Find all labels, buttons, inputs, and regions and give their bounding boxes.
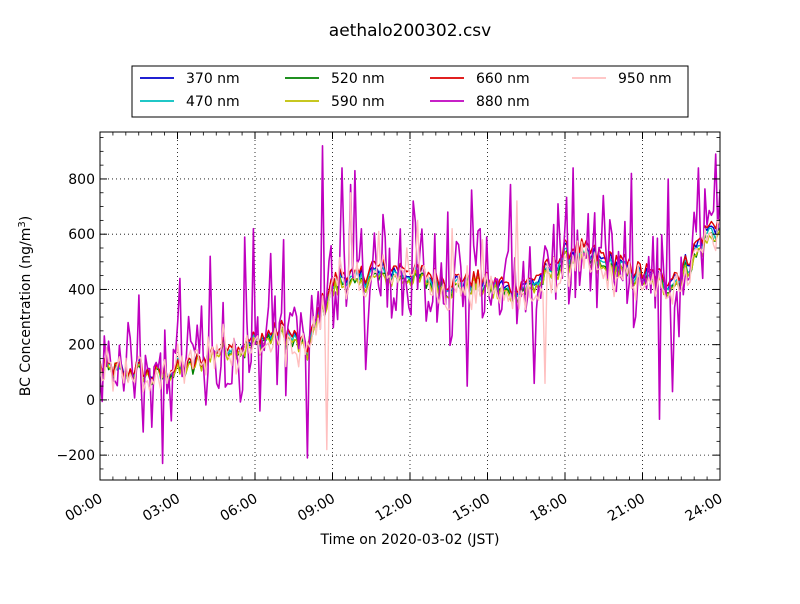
x-tick-label: 12:00 [373, 491, 416, 525]
x-tick-label: 06:00 [218, 491, 261, 525]
plot-area: 00:00 03:00 06:00 09:00 12:00 15:00 18:00 21:00… [57, 131, 726, 525]
legend-label-370-nm: 370 nm [186, 71, 240, 87]
y-tick-label: 600 [68, 227, 95, 243]
x-tick-label: 15:00 [450, 491, 493, 525]
legend: 370 nm 470 nm 520 nm 590 nm 660 nm 880 nm 950 … [131, 65, 689, 118]
ticks: 00:00 03:00 06:00 09:00 12:00 15:00 18:00 21:00… [57, 132, 726, 525]
y-axis-label-main: BC Concentration (ng/m [18, 228, 34, 397]
y-tick-label: 400 [68, 282, 95, 298]
x-axis-label: Time on 2020-03-02 (JST) [320, 532, 500, 548]
x-tick-label: 03:00 [140, 491, 183, 525]
series-line-950-nm [100, 192, 720, 451]
legend-label-950-nm: 950 nm [618, 71, 672, 87]
x-tick-label: 21:00 [605, 491, 648, 525]
x-tick-label: 00:00 [63, 491, 106, 525]
series-layer [100, 145, 720, 465]
legend-label-470-nm: 470 nm [186, 94, 240, 110]
grid [100, 132, 720, 480]
y-axis-label: BC Concentration (ng/m3) [17, 216, 34, 397]
legend-label-660-nm: 660 nm [476, 71, 530, 87]
x-tick-label: 18:00 [528, 491, 571, 525]
y-tick-label: 0 [86, 393, 95, 409]
chart-title: aethalo200302.csv [329, 21, 491, 41]
x-tick-label: 09:00 [295, 491, 338, 525]
series-line-880-nm [100, 145, 720, 465]
legend-box [131, 65, 689, 118]
y-tick-label: 200 [68, 338, 95, 354]
legend-label-590-nm: 590 nm [331, 94, 385, 110]
y-tick-label: 800 [68, 172, 95, 188]
legend-label-520-nm: 520 nm [331, 71, 385, 87]
y-tick-label: −200 [57, 448, 95, 464]
series-line-520-nm [100, 227, 720, 386]
legend-label-880-nm: 880 nm [476, 94, 530, 110]
x-tick-label: 24:00 [683, 491, 726, 525]
y-axis-label-sup: 3 [17, 221, 28, 227]
y-axis-label-close: ) [18, 216, 34, 221]
